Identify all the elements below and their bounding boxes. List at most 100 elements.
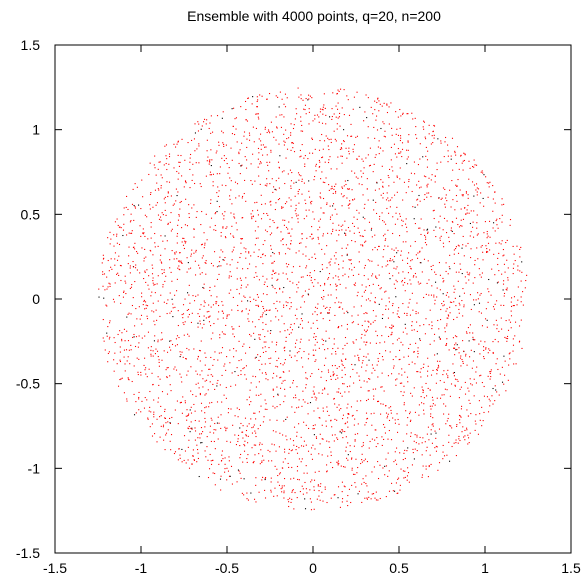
data-point — [453, 375, 455, 377]
data-point — [350, 123, 352, 125]
data-point — [241, 142, 243, 144]
data-point — [378, 303, 380, 305]
data-point — [455, 154, 457, 156]
data-point — [472, 332, 474, 334]
data-point — [326, 306, 328, 308]
data-point — [214, 351, 216, 353]
data-point — [311, 200, 313, 202]
data-point — [510, 301, 512, 303]
data-point — [447, 161, 449, 163]
data-point — [264, 255, 266, 257]
data-point — [320, 312, 322, 314]
data-point — [313, 354, 315, 356]
data-point — [335, 140, 337, 142]
data-point — [129, 272, 131, 274]
data-point — [222, 132, 224, 134]
data-point — [227, 408, 230, 410]
data-point — [279, 404, 281, 406]
data-point — [362, 172, 364, 174]
data-point — [184, 298, 186, 300]
data-point — [124, 340, 126, 342]
data-point — [170, 195, 172, 197]
data-point — [260, 405, 262, 407]
data-point — [456, 344, 458, 346]
data-point — [376, 335, 378, 337]
data-point — [337, 497, 339, 499]
data-point — [413, 218, 415, 220]
data-point — [260, 162, 262, 164]
data-point — [428, 294, 430, 296]
data-point — [136, 186, 138, 188]
data-point — [134, 345, 137, 348]
data-point — [387, 229, 389, 231]
data-point — [271, 284, 273, 286]
data-point — [199, 392, 201, 395]
data-point — [177, 459, 179, 461]
data-point — [387, 335, 390, 338]
data-point — [321, 264, 323, 266]
data-point — [216, 296, 218, 298]
data-point — [208, 468, 211, 470]
data-point — [258, 118, 260, 120]
data-point — [382, 192, 384, 194]
data-point — [475, 189, 477, 191]
data-point — [418, 443, 420, 445]
data-point — [186, 415, 189, 417]
data-point — [467, 327, 469, 329]
data-point — [203, 121, 205, 123]
data-point — [261, 479, 263, 481]
data-point — [312, 424, 314, 427]
data-point — [433, 217, 435, 220]
data-point — [257, 304, 259, 306]
data-point — [248, 396, 251, 398]
data-point — [377, 499, 379, 501]
data-point — [460, 154, 462, 156]
data-point — [425, 138, 427, 140]
data-point — [443, 246, 445, 248]
data-point — [258, 491, 260, 493]
data-point — [390, 146, 392, 148]
data-point — [201, 442, 203, 444]
data-point — [159, 161, 161, 163]
data-point — [223, 143, 225, 145]
data-point — [313, 285, 315, 287]
data-point — [301, 327, 304, 329]
data-point — [423, 258, 426, 260]
data-point — [427, 370, 429, 372]
data-point — [364, 458, 367, 460]
data-point — [113, 359, 115, 361]
data-point — [283, 323, 285, 325]
data-point — [245, 365, 247, 367]
data-point — [319, 485, 321, 488]
data-point — [364, 497, 366, 499]
data-point — [282, 219, 284, 221]
data-point — [162, 284, 164, 286]
data-point — [359, 106, 361, 108]
data-point — [261, 254, 264, 256]
data-point — [301, 485, 303, 487]
data-point — [469, 272, 471, 274]
data-point — [442, 451, 444, 453]
data-point — [311, 238, 313, 240]
data-point — [147, 284, 149, 286]
data-point — [266, 154, 268, 156]
data-point — [408, 134, 410, 136]
data-point — [426, 196, 428, 198]
data-point — [503, 383, 505, 385]
data-point — [116, 235, 118, 237]
data-point — [462, 195, 464, 197]
data-point — [321, 454, 323, 456]
data-point — [481, 381, 483, 384]
data-point — [317, 303, 319, 305]
data-point — [237, 438, 239, 440]
data-point — [179, 201, 181, 204]
data-point — [168, 153, 171, 155]
data-point — [307, 450, 310, 452]
data-point — [154, 292, 156, 294]
data-point — [339, 283, 341, 285]
data-point — [267, 164, 269, 166]
data-point — [314, 114, 316, 116]
data-point — [465, 282, 467, 284]
data-point — [433, 229, 435, 231]
data-point — [320, 178, 322, 180]
